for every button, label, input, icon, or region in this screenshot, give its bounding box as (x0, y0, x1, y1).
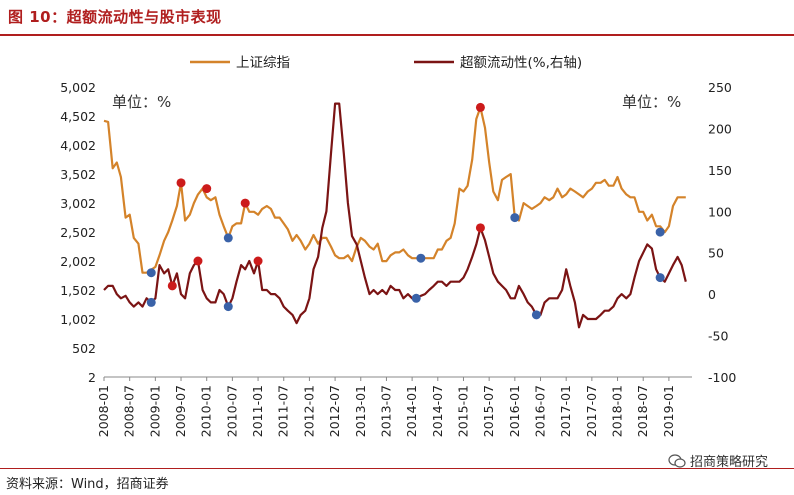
source-note: 资料来源：Wind，招商证券 (6, 477, 169, 492)
x-tick-label: 2012-07 (327, 385, 342, 437)
x-tick-label: 2011-01 (250, 385, 265, 437)
left-tick-label: 3,002 (60, 196, 96, 211)
x-tick-label: 2013-01 (353, 385, 368, 437)
x-tick-label: 2014-07 (430, 385, 445, 437)
right-tick-label: 50 (708, 246, 724, 261)
turning-point-marker (223, 302, 233, 312)
turning-point-marker (240, 198, 250, 208)
legend-label: 超额流动性(%,右轴) (460, 55, 582, 71)
right-tick-label: 100 (708, 204, 732, 219)
watermark: 招商策略研究 (668, 451, 768, 470)
turning-point-marker (475, 223, 485, 233)
footer-divider (0, 468, 794, 469)
x-tick-label: 2010-07 (224, 385, 239, 437)
x-tick-label: 2009-01 (147, 385, 162, 437)
turning-point-marker (531, 310, 541, 320)
x-tick-label: 2016-01 (507, 385, 522, 437)
watermark-text: 招商策略研究 (689, 455, 768, 470)
x-tick-label: 2015-01 (455, 385, 470, 437)
x-tick-label: 2008-07 (122, 385, 137, 437)
turning-point-marker (193, 256, 203, 266)
turning-point-marker (655, 227, 665, 237)
right-tick-label: 150 (708, 163, 732, 178)
right-tick-label: 200 (708, 121, 732, 136)
index-line (103, 106, 686, 274)
turning-point-marker (655, 273, 665, 283)
liquidity-line (103, 102, 687, 329)
turning-point-marker (202, 184, 212, 194)
left-tick-label: 2 (88, 370, 96, 385)
left-tick-label: 1,002 (60, 312, 96, 327)
x-tick-label: 2018-07 (635, 385, 650, 437)
x-tick-label: 2013-07 (378, 385, 393, 437)
right-tick-label: 250 (708, 80, 732, 95)
right-unit-label: 单位：% (622, 93, 681, 111)
x-tick-label: 2012-01 (301, 385, 316, 437)
left-tick-label: 502 (72, 341, 96, 356)
left-tick-label: 1,502 (60, 283, 96, 298)
x-tick-label: 2018-01 (610, 385, 625, 437)
left-tick-label: 4,502 (60, 109, 96, 124)
turning-point-marker (146, 297, 156, 307)
wechat-icon (668, 453, 686, 468)
turning-point-marker (146, 268, 156, 278)
left-tick-label: 2,002 (60, 254, 96, 269)
right-tick-label: 0 (708, 287, 716, 302)
left-unit-label: 单位：% (112, 93, 171, 111)
left-tick-label: 3,502 (60, 167, 96, 182)
x-tick-label: 2016-07 (533, 385, 548, 437)
x-tick-label: 2009-07 (173, 385, 188, 437)
chart: 5,002 4,502 4,002 3,502 3,002 2,502 2,002 1,502… (60, 55, 736, 437)
turning-point-marker (223, 233, 233, 243)
x-tick-label: 2014-01 (404, 385, 419, 437)
x-tick-label: 2011-07 (276, 385, 291, 437)
title-divider (0, 34, 794, 36)
left-tick-label: 4,002 (60, 138, 96, 153)
x-tick-label: 2017-01 (558, 385, 573, 437)
left-tick-label: 2,502 (60, 225, 96, 240)
turning-point-marker (416, 253, 426, 263)
x-tick-label: 2008-01 (96, 385, 111, 437)
x-tick-label: 2019-01 (661, 385, 676, 437)
x-tick-label: 2017-07 (584, 385, 599, 437)
left-tick-label: 5,002 (60, 80, 96, 95)
x-tick-label: 2010-01 (199, 385, 214, 437)
x-tick-label: 2015-07 (481, 385, 496, 437)
turning-point-marker (253, 256, 263, 266)
legend-label: 上证综指 (236, 55, 290, 71)
turning-point-marker (176, 178, 186, 188)
turning-point-marker (167, 281, 177, 291)
turning-point-marker (510, 213, 520, 223)
right-tick-label: -100 (708, 370, 736, 385)
figure-title: 图 10：超额流动性与股市表现 (8, 8, 222, 26)
right-tick-label: -50 (708, 329, 728, 344)
turning-point-marker (475, 102, 485, 112)
turning-point-marker (411, 293, 421, 303)
